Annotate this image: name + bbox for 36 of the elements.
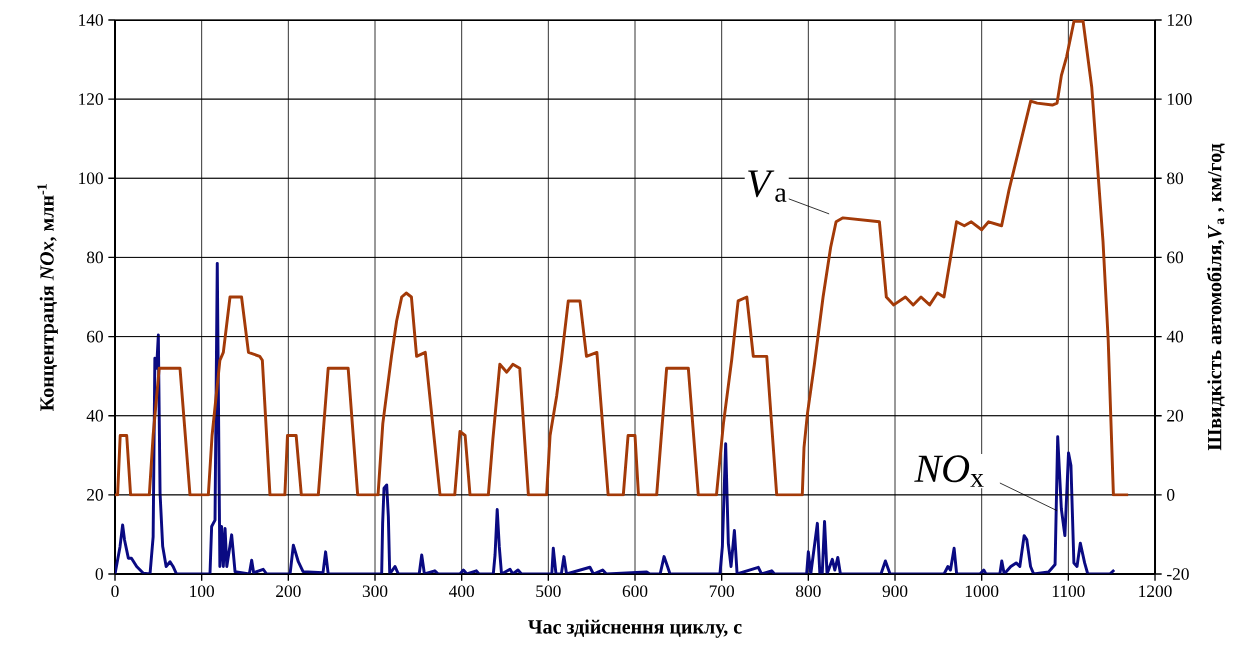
x-tick-label: 300 — [362, 585, 388, 598]
y-tick-label: 140 — [79, 14, 103, 26]
y2-tick-label: -20 — [1167, 568, 1189, 580]
y-tick-label: 20 — [87, 489, 103, 501]
x-tick-label: 100 — [190, 585, 215, 598]
y2-tick-label: 120 — [1167, 14, 1192, 26]
y2-tick-label: 20 — [1167, 409, 1184, 422]
series-label: NO$_{x}$ — [914, 455, 984, 487]
y2-tick-label: 80 — [1167, 172, 1184, 185]
y-tick-label: 100 — [79, 172, 103, 185]
series-label: V$_{а}$ — [748, 170, 787, 202]
y2-tick-label: 60 — [1167, 251, 1184, 264]
y-tick-label: 0 — [95, 568, 103, 580]
x-tick-label: 800 — [796, 585, 821, 598]
x-tick-label: 400 — [449, 585, 475, 598]
y2-axis-title: Швидкість автомобіля,V$_{а}$ , км/год — [1206, 143, 1225, 451]
y-axis-title: Концентрація NOx, млн$^{-1}$ — [37, 184, 58, 411]
y2-tick-label: 0 — [1167, 489, 1175, 501]
x-tick-label: 500 — [536, 585, 561, 598]
x-tick-label: 200 — [276, 585, 301, 598]
x-axis-title: Час здійснення циклу, с — [528, 619, 742, 638]
line-series — [115, 261, 1116, 574]
y2-tick-label: 40 — [1166, 330, 1184, 343]
y-tick-label: 60 — [87, 330, 103, 343]
y-tick-label: 80 — [86, 251, 103, 264]
x-tick-label: 1000 — [965, 585, 999, 598]
x-tick-label: 1200 — [1139, 585, 1172, 598]
x-tick-label: 1100 — [1052, 585, 1085, 598]
x-tick-label: 700 — [709, 585, 735, 598]
y2-tick-label: 100 — [1167, 93, 1192, 105]
y-tick-label: 120 — [79, 93, 103, 105]
x-tick-label: 600 — [622, 585, 648, 598]
line-series — [115, 19, 1130, 497]
y-tick-label: 40 — [86, 409, 103, 422]
x-tick-label: 0 — [111, 585, 119, 598]
x-tick-label: 900 — [882, 585, 908, 598]
